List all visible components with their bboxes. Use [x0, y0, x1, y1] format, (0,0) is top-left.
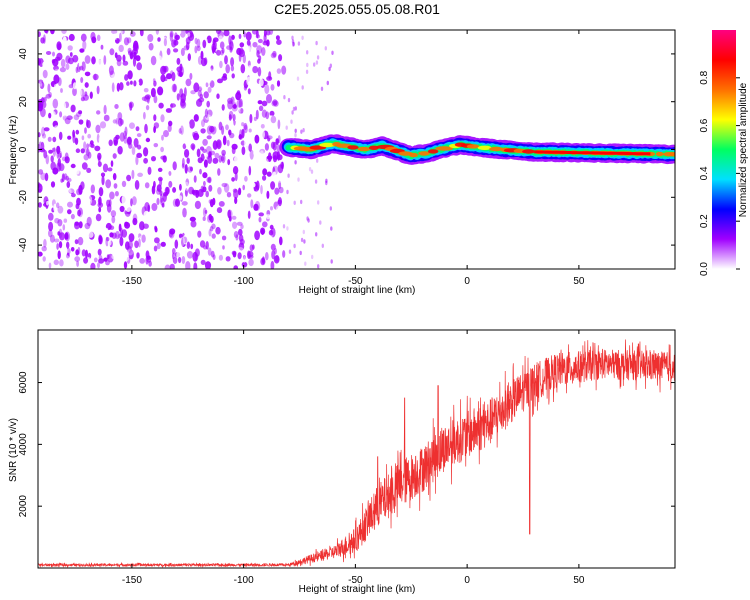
colorbar: 0.0 0.2 0.4 0.6 0.8 Normalized spectral ampl… [699, 30, 749, 276]
spectrogram-panel: -150 -100 -50 0 50 -40 -20 0 20 40 Height of str… [8, 29, 676, 296]
colorbar-tick-label: 0.4 [699, 166, 710, 180]
x-tick-label: 50 [573, 276, 585, 287]
y-tick-label: 2000 [18, 495, 29, 518]
colorbar-tick-label: 0.8 [699, 70, 710, 84]
snr-y-label: SNR (10 * v/v) [8, 418, 19, 482]
x-tick-label: -150 [122, 575, 142, 586]
colorbar-ticks: 0.0 0.2 0.4 0.6 0.8 [699, 70, 740, 276]
spectrogram-x-ticks: -150 -100 -50 0 50 [122, 30, 585, 287]
spectrogram-ridge [279, 134, 675, 165]
y-tick-label: 0 [18, 146, 29, 152]
colorbar-label: Normalized spectral amplitude [738, 82, 749, 217]
x-tick-label: -50 [348, 575, 363, 586]
spectrogram-y-ticks: -40 -20 0 20 40 [18, 48, 675, 252]
x-tick-label: -150 [122, 276, 142, 287]
x-tick-label: 0 [464, 575, 470, 586]
figure-title: C2E5.2025.055.05.08.R01 [274, 1, 440, 17]
colorbar-tick-label: 0.6 [699, 118, 710, 132]
x-tick-label: 0 [464, 276, 470, 287]
spectrogram-y-label: Frequency (Hz) [8, 116, 19, 185]
x-tick-label: -50 [348, 276, 363, 287]
spectrogram-x-label: Height of straight line (km) [299, 285, 416, 296]
snr-plot-area [38, 330, 675, 568]
spectrogram-noise-field [38, 30, 334, 269]
colorbar-tick-label: 0.2 [699, 214, 710, 228]
y-tick-label: 20 [18, 96, 29, 108]
y-tick-label: 4000 [18, 433, 29, 456]
snr-x-label: Height of straight line (km) [299, 584, 416, 595]
x-tick-label: -100 [234, 276, 254, 287]
snr-y-ticks: 2000 4000 6000 [18, 371, 675, 517]
y-tick-label: -40 [18, 237, 29, 252]
y-tick-label: 6000 [18, 371, 29, 394]
colorbar-gradient [712, 30, 736, 269]
y-tick-label: -20 [18, 190, 29, 205]
snr-panel: -150 -100 -50 0 50 2000 4000 6000 Height of st… [8, 329, 676, 595]
x-tick-label: -100 [234, 575, 254, 586]
snr-frame [37, 329, 676, 569]
snr-x-ticks: -150 -100 -50 0 50 [122, 330, 585, 586]
snr-series-line [38, 339, 675, 568]
colorbar-tick-label: 0.0 [699, 262, 710, 276]
y-tick-label: 40 [18, 48, 29, 60]
x-tick-label: 50 [573, 575, 585, 586]
